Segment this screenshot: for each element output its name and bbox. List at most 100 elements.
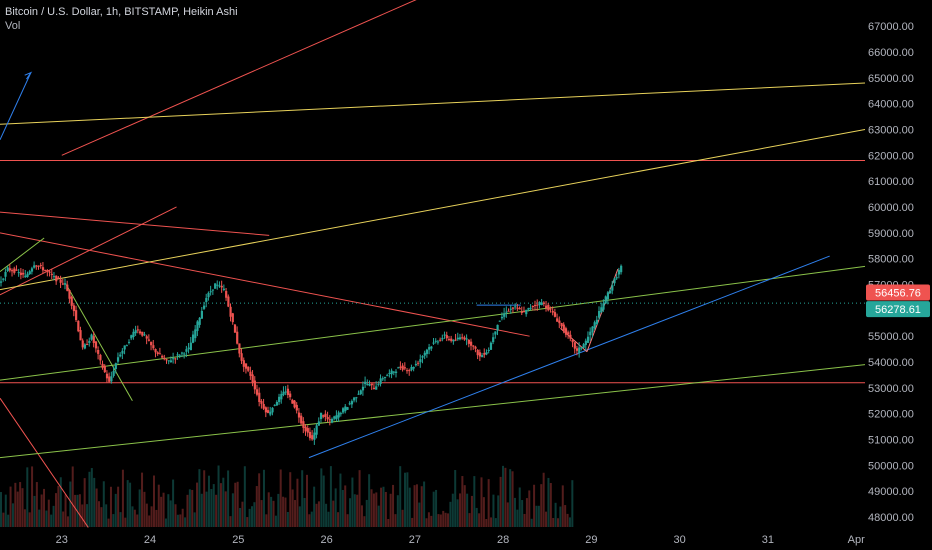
trend-line-drawing[interactable]: [308, 255, 830, 459]
volume-bar: [375, 492, 378, 527]
candle-body: [172, 358, 175, 360]
volume-bar: [219, 483, 222, 527]
volume-bar: [179, 514, 182, 527]
volume-bar: [351, 477, 354, 527]
volume-bar: [317, 501, 320, 527]
candle-body: [77, 320, 80, 332]
candle-body: [317, 421, 320, 426]
candle-body: [432, 342, 435, 344]
candle-body: [52, 276, 56, 278]
candle-body: [430, 346, 433, 349]
candle-body: [494, 331, 497, 335]
candle-body: [112, 371, 115, 376]
volume-bar: [167, 494, 170, 527]
volume-bar: [466, 493, 469, 527]
volume-bar: [33, 495, 36, 527]
volume-bar: [0, 492, 2, 527]
candle-body: [361, 386, 365, 391]
volume-bar: [133, 509, 136, 527]
trend-line-drawing[interactable]: [0, 128, 866, 291]
time-tick-label: 23: [56, 534, 68, 546]
candle-body: [267, 410, 270, 413]
trend-line-drawing[interactable]: [0, 211, 270, 236]
volume-bar: [16, 491, 19, 527]
volume-bar: [272, 500, 275, 527]
candle-body: [366, 384, 369, 386]
candle-body: [492, 337, 495, 343]
volume-bar: [497, 495, 500, 527]
volume-bar: [492, 494, 495, 527]
volume-bar: [284, 497, 287, 527]
candle-body: [337, 412, 340, 418]
trend-line-drawing[interactable]: [0, 364, 866, 459]
candle-body: [143, 334, 146, 336]
volume-bar: [334, 488, 337, 527]
candle-body: [269, 411, 272, 415]
volume-bar: [315, 503, 318, 527]
candle-body: [529, 307, 532, 309]
candle-body: [249, 371, 252, 376]
trend-line-drawing[interactable]: [65, 284, 133, 402]
candle-body: [79, 330, 82, 341]
candle-body: [218, 285, 221, 287]
candle-body: [286, 388, 290, 395]
candle-body: [324, 413, 327, 418]
trend-line-drawing[interactable]: [0, 265, 866, 381]
price-tick-label: 59000.00: [868, 228, 914, 240]
volume-bar: [363, 516, 366, 527]
candle-body: [370, 383, 373, 386]
chart-legend: Bitcoin / U.S. Dollar, 1h, BITSTAMP, Hei…: [5, 5, 238, 33]
candle-body: [542, 302, 546, 304]
candle-body: [284, 391, 287, 393]
volume-bar: [98, 501, 101, 527]
price-tick-label: 61000.00: [868, 176, 914, 188]
arrow-head-icon: [24, 71, 33, 80]
volume-bar: [160, 496, 163, 527]
volume-bar: [473, 476, 476, 527]
trend-line-drawing[interactable]: [0, 237, 45, 272]
trend-line-drawing[interactable]: [0, 397, 89, 528]
volume-bar: [193, 512, 196, 527]
volume-bar: [561, 485, 564, 527]
trend-line-drawing[interactable]: [0, 82, 866, 125]
volume-bar: [356, 494, 359, 527]
candle-body: [46, 270, 49, 272]
volume-bar: [380, 487, 383, 527]
candle-body: [161, 355, 164, 358]
candle-body: [57, 277, 60, 279]
candle-body: [425, 349, 429, 354]
volume-bar: [227, 470, 230, 527]
candle-body: [604, 296, 607, 304]
candle-body: [304, 426, 307, 432]
candle-body: [419, 359, 422, 363]
trend-line-drawing[interactable]: [0, 72, 32, 141]
candle-body: [176, 354, 179, 356]
candle-body: [242, 360, 245, 367]
candle-body: [83, 344, 87, 349]
volume-bar: [26, 467, 29, 527]
trend-line-drawing[interactable]: [0, 206, 177, 296]
candle-body: [300, 415, 303, 424]
candle-body: [280, 393, 283, 400]
volume-bar: [559, 506, 562, 527]
volume-bar: [255, 486, 258, 527]
volume-bar: [566, 513, 569, 527]
volume-bar: [430, 515, 433, 527]
candle-body: [119, 354, 122, 357]
candle-body: [211, 289, 215, 291]
trend-line-drawing[interactable]: [61, 0, 503, 156]
candle-body: [101, 363, 104, 368]
volume-bar: [95, 488, 98, 527]
volume-bar: [2, 512, 5, 527]
volume-bar: [262, 469, 265, 527]
volume-bar: [468, 513, 471, 527]
volume-bar: [78, 494, 81, 527]
candle-body: [11, 270, 14, 272]
candle-body: [0, 281, 3, 283]
trend-line-drawing[interactable]: [0, 232, 530, 337]
volume-bar: [124, 517, 127, 527]
volume-bar: [449, 501, 452, 527]
volume-bar: [499, 476, 502, 527]
price-tick-label: 58000.00: [868, 254, 914, 266]
